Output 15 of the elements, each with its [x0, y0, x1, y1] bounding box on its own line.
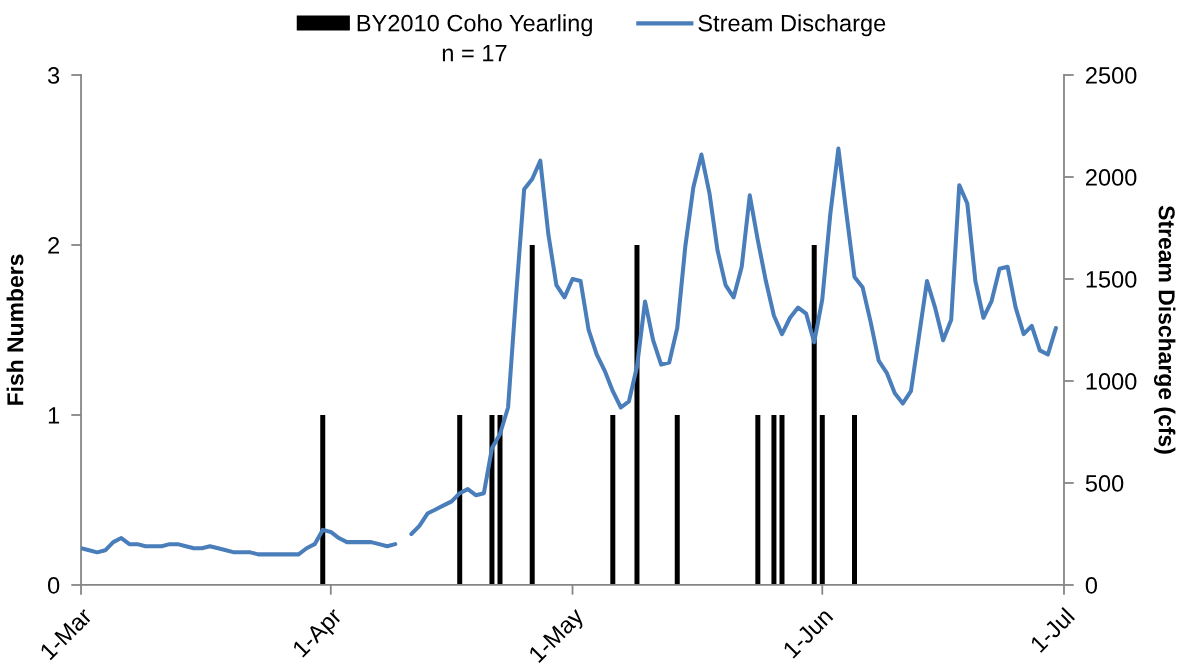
y2-tick-label: 1500	[1086, 271, 1137, 288]
legend-label: Stream Discharge	[698, 14, 886, 37]
y2-tick-label: 1000	[1086, 373, 1137, 390]
y2-tick-label: 2000	[1086, 169, 1137, 186]
legend-label: BY2010 Coho Yearling	[357, 14, 592, 37]
y-tick-label: 1	[48, 407, 60, 424]
y2-tick-label: 2500	[1086, 67, 1137, 84]
y-tick-label: 2	[48, 237, 60, 254]
text: n = 17	[442, 45, 507, 62]
y-tick-label: 3	[47, 67, 60, 84]
y-tick-label: 0	[47, 577, 60, 594]
y-axis-title: Fish Numbers	[6, 254, 24, 405]
y2-tick-label: 0	[1085, 577, 1098, 594]
y2-axis-title: Stream Discharge (cfs)	[1153, 205, 1176, 454]
y2-tick-label: 500	[1085, 475, 1124, 492]
